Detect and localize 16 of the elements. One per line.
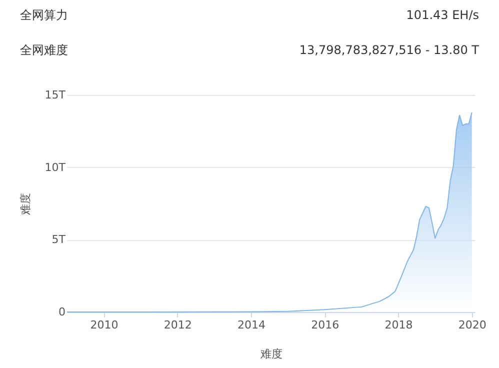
y-tick-label: 10T	[44, 160, 66, 174]
x-tick-label: 2020	[458, 318, 486, 332]
text: 101.43 EH/s	[406, 8, 479, 22]
y-axis-title: 难度	[18, 193, 32, 215]
x-axis-title: 难度	[260, 348, 282, 360]
y-tick-label: 5T	[52, 233, 66, 246]
text: 13,798,783,827,516 - 13.80 T	[299, 43, 480, 57]
x-tick-label: 2012	[164, 318, 192, 332]
y-tick-label: 0	[58, 306, 66, 318]
x-tick-label: 2010	[90, 318, 118, 332]
text: 全网难度	[20, 43, 68, 57]
text: 全网算力	[20, 8, 68, 22]
x-tick-label: 2014	[238, 318, 266, 332]
x-tick-label: 2016	[311, 318, 340, 332]
x-tick-label: 2018	[384, 318, 413, 332]
y-tick-label: 15T	[44, 88, 66, 102]
